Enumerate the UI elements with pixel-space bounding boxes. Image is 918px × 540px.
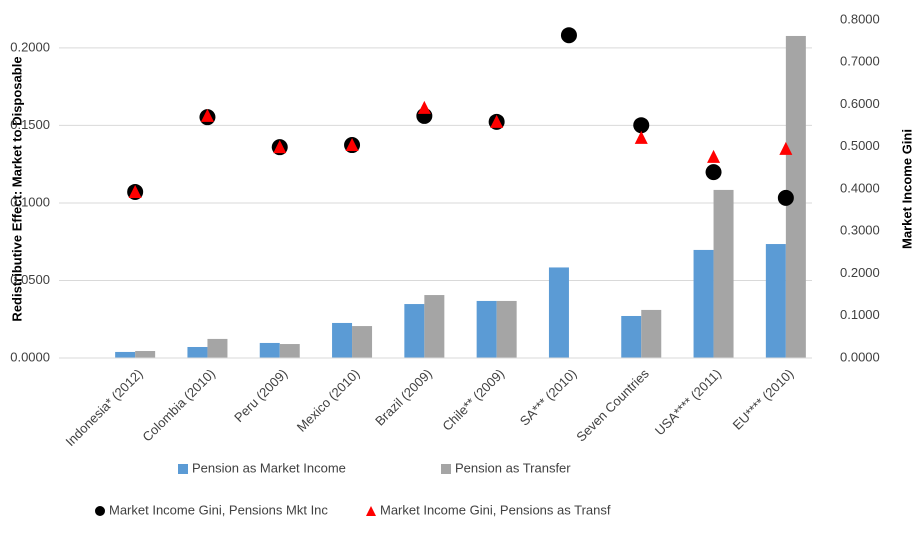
x-tick-label: Indonesia* (2012) [63,366,146,449]
legend-label: Market Income Gini, Pensions Mkt Inc [109,502,328,517]
bar [476,300,497,358]
x-tick-label: USA**** (2011) [652,366,724,438]
marker-triangle [634,130,648,144]
legend-swatch [95,506,105,516]
y2-tick-label: 0.5000 [840,138,880,153]
y2-tick-label: 0.4000 [840,180,880,195]
y2-tick-label: 0.8000 [840,11,880,26]
x-tick-label: EU**** (2010) [730,366,797,433]
bar [713,189,734,358]
y-tick-label: 0.1500 [10,117,50,132]
marker-circle [777,189,794,206]
legend-swatch [366,506,376,516]
marker-triangle [490,114,504,128]
bar [135,351,156,358]
marker-triangle [128,184,142,198]
bar [207,338,228,358]
marker-circle [560,27,577,44]
legend-label: Pension as Transfer [455,460,571,475]
marker-triangle [417,100,431,114]
bar [641,309,662,358]
marker-circle [705,164,722,181]
bar [621,315,642,358]
bar [548,267,569,358]
bar [187,346,208,358]
bar [352,326,373,358]
bar [279,344,300,358]
y2-tick-label: 0.0000 [840,349,880,364]
legend-swatch [178,464,188,474]
bar [332,322,353,358]
y-tick-label: 0.2000 [10,39,50,54]
legend-label: Pension as Market Income [192,460,346,475]
y2-tick-label: 0.1000 [840,307,880,322]
bar [115,351,136,358]
bar [693,249,714,358]
x-tick-label: Colombia (2010) [139,366,218,445]
bar [785,35,806,358]
x-tick-label: Brazil (2009) [372,366,435,429]
marker-triangle [779,141,793,155]
y-tick-label: 0.0500 [10,272,50,287]
marker-triangle [345,138,359,152]
x-tick-label: Chile** (2009) [439,366,507,434]
x-tick-label: Peru (2009) [231,366,290,425]
y-axis-title: Redistributive Effect: Market to Disposa… [9,56,24,321]
legend-label: Market Income Gini, Pensions as Transf [380,502,611,517]
legend-swatch [441,464,451,474]
x-tick-label: Seven Countries [573,366,652,445]
bar [404,304,425,358]
marker-triangle [200,108,214,122]
y2-tick-label: 0.2000 [840,265,880,280]
x-tick-label: Mexico (2010) [294,366,363,435]
y2-tick-label: 0.6000 [840,96,880,111]
marker-circle [633,117,650,134]
y-tick-label: 0.1000 [10,194,50,209]
y2-axis-title: Market Income Gini [899,129,914,249]
bar [765,244,786,358]
marker-triangle [273,140,287,154]
bar [496,300,517,358]
marker-triangle [707,149,721,163]
x-tick-label: SA*** (2010) [517,366,580,429]
y2-tick-label: 0.3000 [840,223,880,238]
bar [259,342,280,358]
y2-tick-label: 0.7000 [840,54,880,69]
y-tick-label: 0.0000 [10,349,50,364]
bar [424,295,445,358]
